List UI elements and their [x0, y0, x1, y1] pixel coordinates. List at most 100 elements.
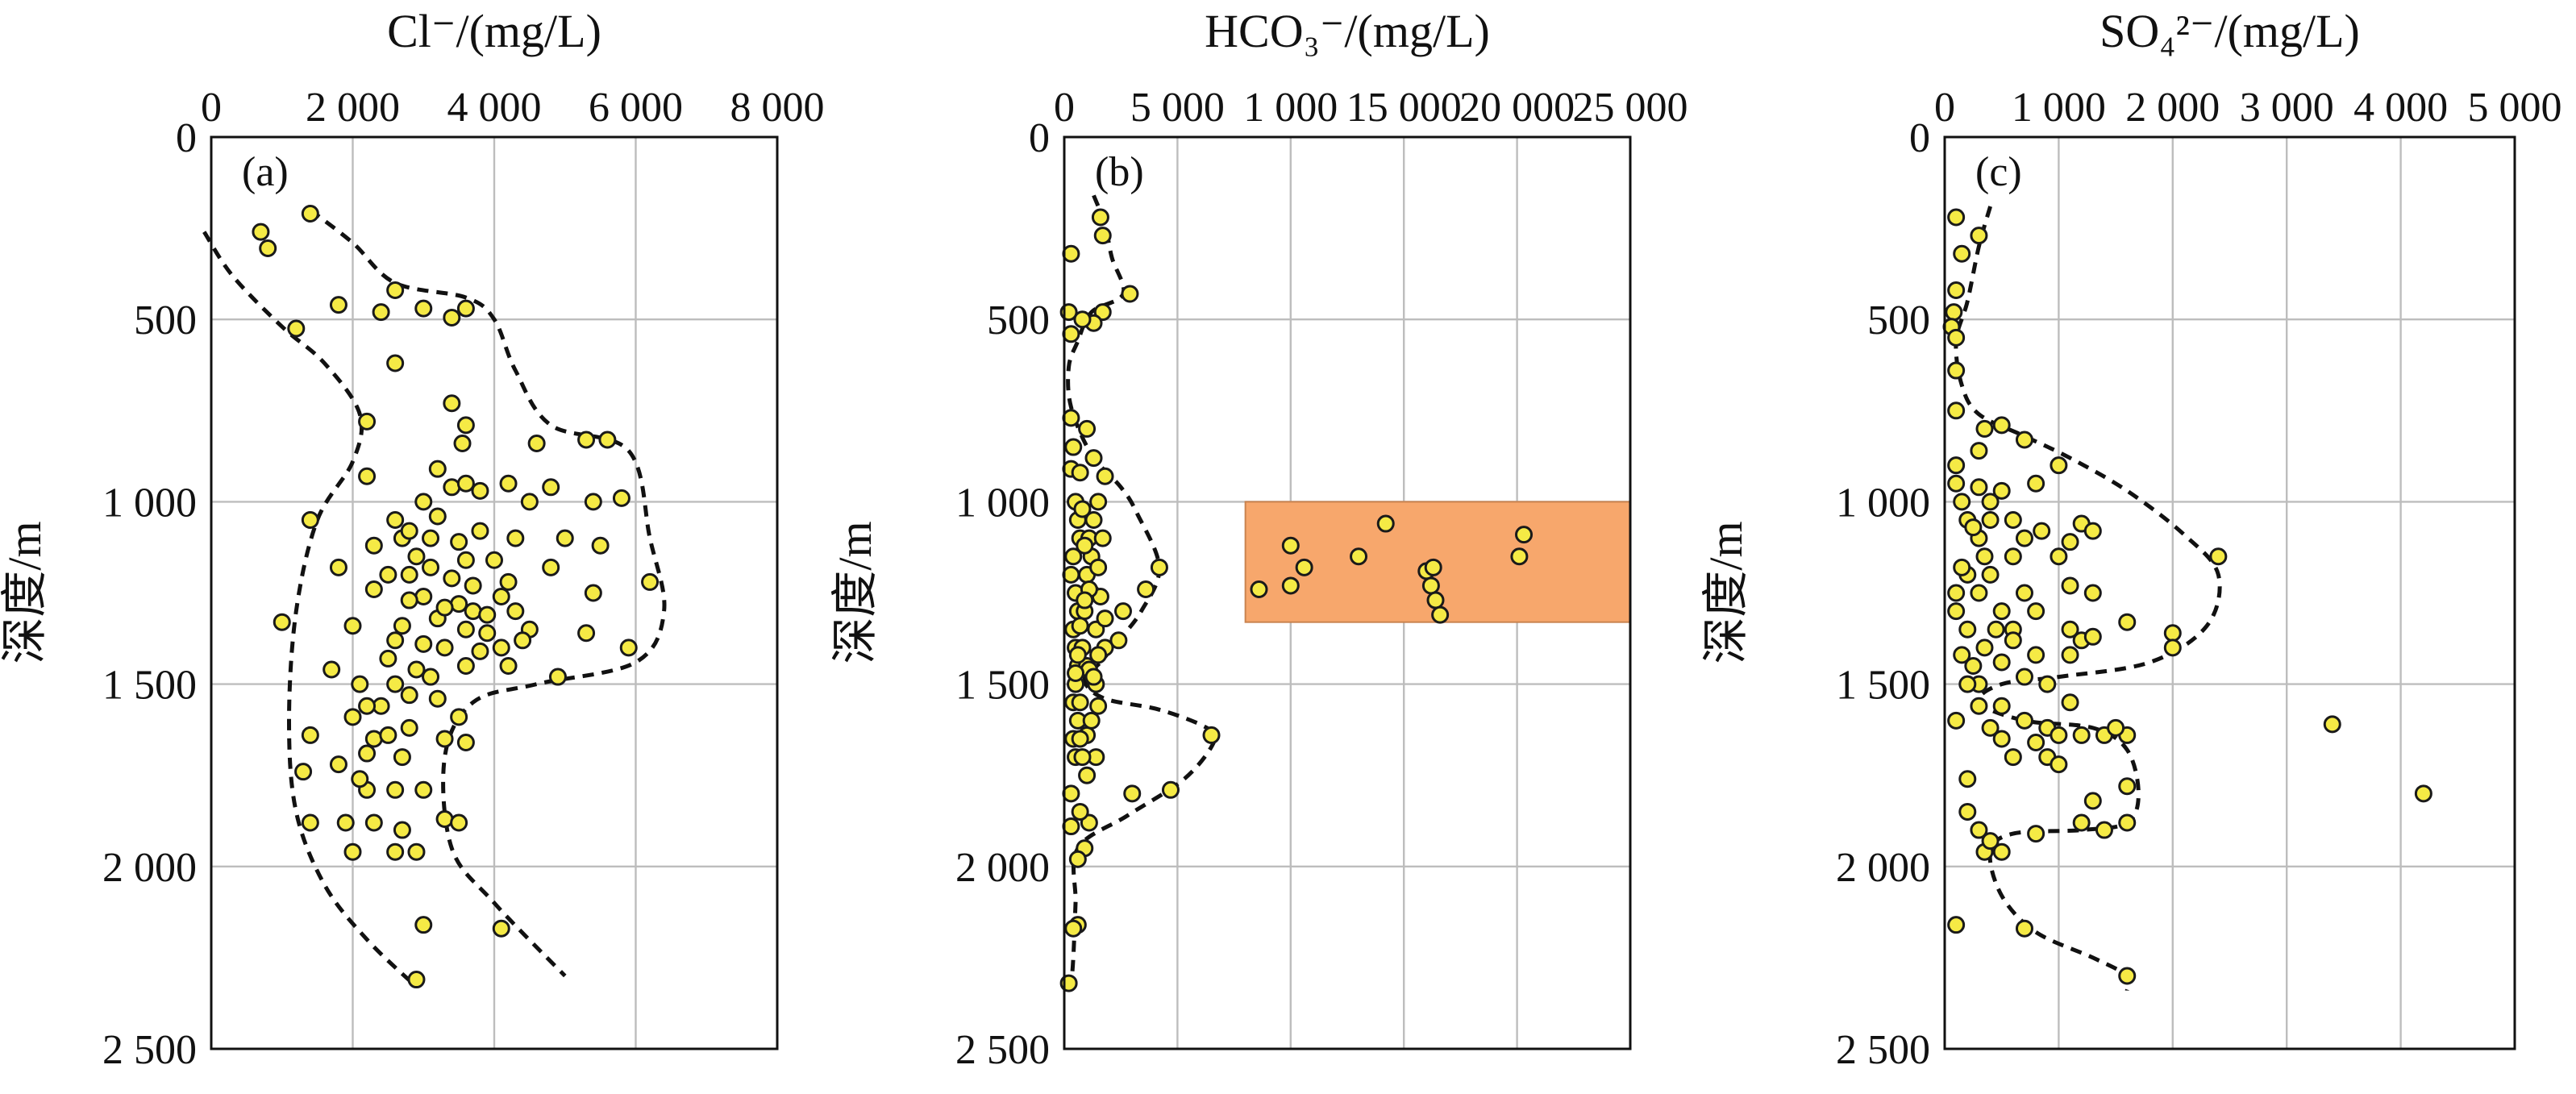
data-point	[1510, 547, 1529, 566]
y-tick-label: 0	[1029, 115, 1050, 161]
x-tick-label: 25 000	[1573, 85, 1688, 131]
data-point	[336, 813, 355, 832]
data-point	[1076, 536, 1094, 555]
data-point	[379, 649, 397, 668]
data-point	[471, 522, 489, 540]
data-point	[1089, 558, 1108, 576]
data-point	[520, 493, 539, 511]
y-tick-label: 1 000	[1836, 480, 1930, 526]
data-point	[1426, 591, 1445, 609]
data-point	[2061, 620, 2079, 639]
data-point	[1958, 620, 1977, 639]
data-point	[2004, 631, 2022, 650]
data-point	[343, 617, 362, 635]
x-tick-label: 5 000	[1130, 85, 1225, 131]
data-point	[259, 239, 277, 257]
data-point	[1975, 639, 1994, 657]
plot-frame	[210, 135, 779, 1050]
y-tick-label: 1 500	[102, 663, 197, 709]
data-point	[2061, 533, 2079, 551]
data-point	[1096, 467, 1114, 485]
data-point	[584, 493, 602, 511]
data-point	[1964, 518, 1983, 537]
data-point	[456, 620, 475, 639]
data-point	[386, 631, 405, 650]
data-point	[1062, 409, 1080, 427]
data-point	[443, 308, 461, 327]
data-point	[1958, 770, 1977, 788]
data-point	[619, 639, 638, 657]
data-point	[400, 686, 418, 705]
data-point	[435, 730, 454, 748]
y-tick-label: 0	[176, 115, 197, 161]
data-point	[1424, 558, 1442, 576]
data-point	[1064, 547, 1083, 566]
data-point	[1281, 576, 1300, 595]
data-point	[2004, 748, 2022, 767]
data-point	[506, 602, 525, 621]
data-point	[1089, 493, 1108, 511]
data-point	[1281, 536, 1300, 555]
x-tick-label: 3 000	[2240, 85, 2334, 131]
data-point	[1958, 675, 1977, 693]
data-point	[1947, 602, 1966, 621]
data-point	[358, 467, 377, 485]
data-point	[1992, 602, 2011, 621]
x-tick-label: 6 000	[589, 85, 683, 131]
data-point	[1096, 609, 1114, 628]
data-point	[1089, 646, 1108, 664]
data-point	[1981, 493, 2000, 511]
data-point	[1970, 584, 1988, 602]
data-point	[1071, 802, 1089, 821]
x-tick-label: 1 000	[2012, 85, 2106, 131]
data-point	[358, 744, 377, 763]
data-point	[478, 605, 497, 624]
data-point	[1093, 529, 1112, 547]
data-point	[1062, 784, 1080, 803]
data-point	[422, 529, 440, 547]
data-point	[2414, 784, 2432, 803]
data-point	[1421, 576, 1440, 595]
data-point	[393, 748, 411, 767]
data-point	[2072, 726, 2091, 744]
data-point	[435, 598, 454, 617]
data-point	[414, 916, 433, 934]
data-point	[577, 624, 596, 643]
data-point	[301, 511, 319, 530]
data-point	[1987, 620, 2005, 639]
data-point	[400, 565, 418, 584]
data-point	[386, 675, 405, 693]
data-point	[386, 780, 405, 799]
data-point	[400, 591, 418, 609]
data-point	[2083, 522, 2102, 540]
data-point	[542, 558, 560, 576]
data-point	[273, 613, 291, 631]
x-tick-label: 1 000	[1243, 85, 1338, 131]
data-point	[2083, 792, 2102, 810]
data-point	[456, 551, 475, 569]
data-point	[1093, 227, 1112, 245]
data-point	[499, 474, 518, 493]
y-tick-label: 500	[987, 297, 1050, 343]
data-point	[1067, 664, 1085, 683]
data-point	[2004, 511, 2022, 530]
data-point	[435, 809, 454, 828]
data-point	[1068, 646, 1087, 664]
data-point	[1953, 558, 1971, 576]
data-point	[1071, 617, 1089, 635]
data-point	[1084, 668, 1103, 686]
data-point	[422, 668, 440, 686]
data-point	[471, 642, 489, 660]
data-point	[450, 813, 468, 832]
data-point	[2323, 715, 2341, 734]
data-point	[2004, 547, 2022, 566]
data-point	[478, 624, 497, 643]
data-point	[364, 813, 383, 832]
data-point	[386, 842, 405, 861]
data-point	[2015, 431, 2033, 449]
data-point	[2033, 522, 2051, 540]
data-point	[456, 299, 475, 318]
data-point	[2027, 733, 2045, 751]
data-point	[2163, 639, 2182, 657]
data-point	[414, 588, 433, 606]
